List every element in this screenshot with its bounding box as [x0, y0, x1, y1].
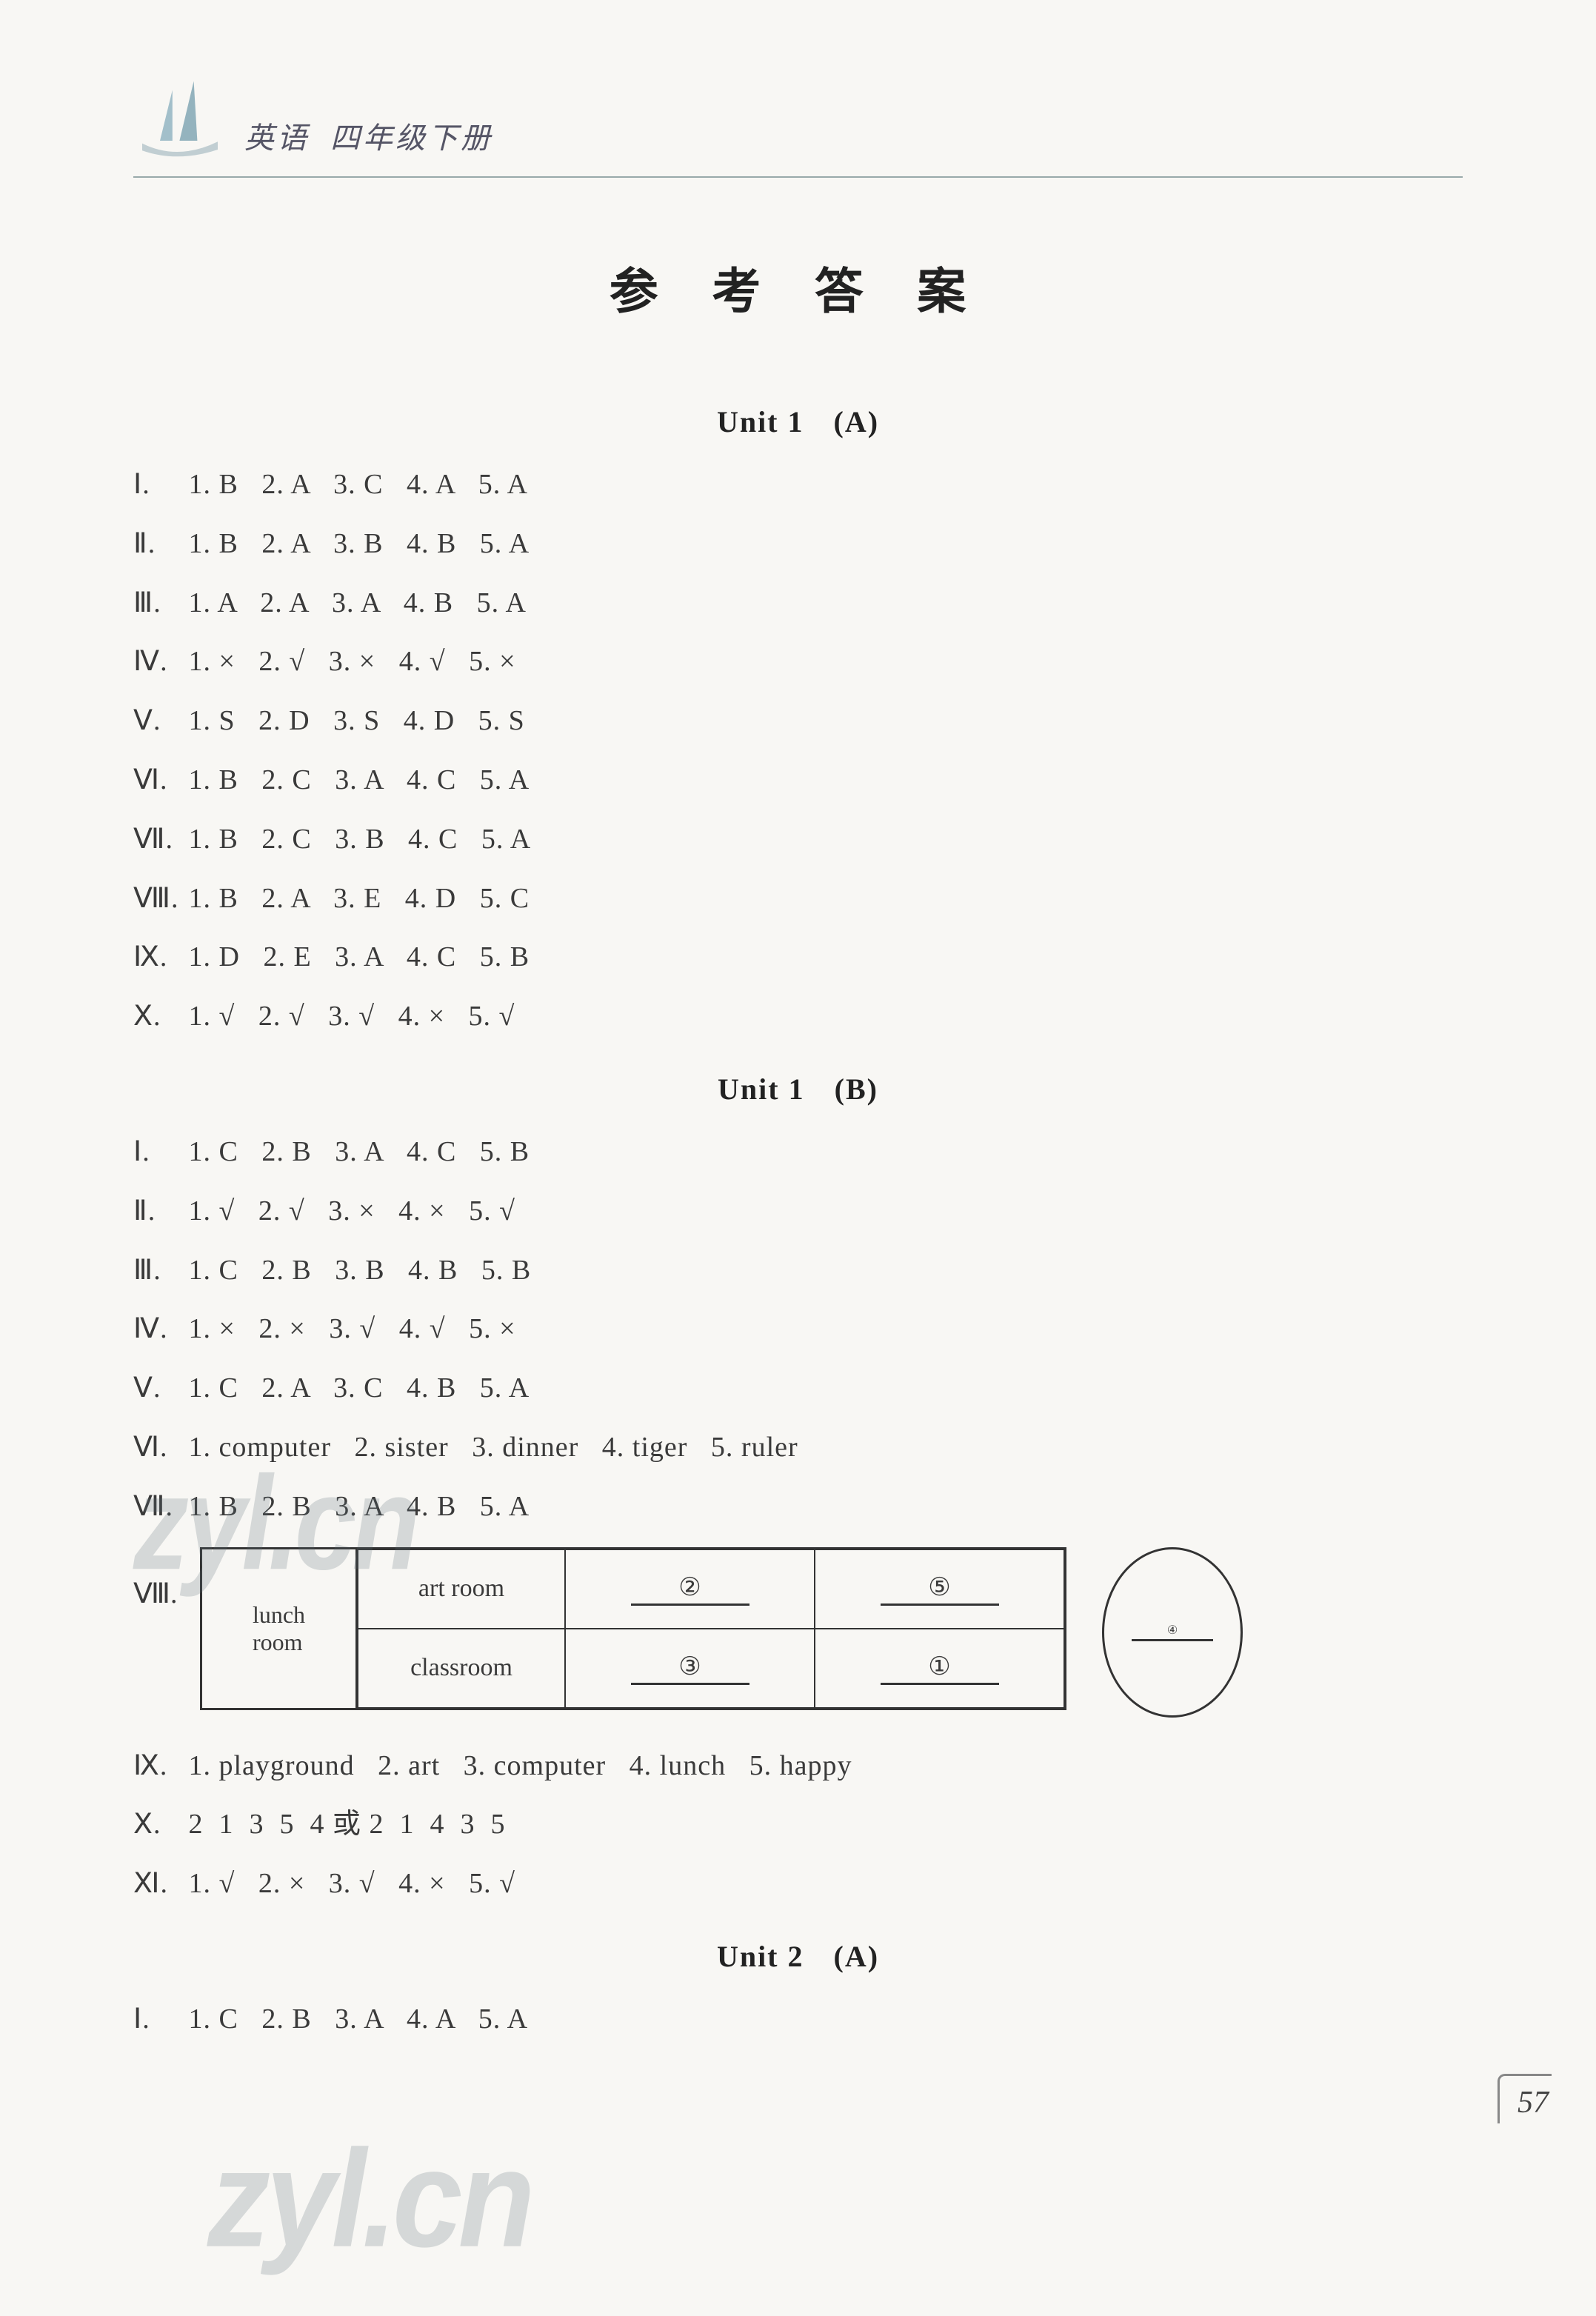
unit-name: Unit 2: [717, 1940, 804, 1973]
sailboat-logo-icon: [133, 74, 222, 163]
roman-numeral: Ⅴ.: [133, 1359, 181, 1418]
roman-numeral: Ⅱ.: [133, 1182, 181, 1241]
lunch-room-box: lunchroom: [200, 1547, 355, 1710]
roman-numeral: Ⅸ.: [133, 1737, 181, 1796]
answer-items: 1. × 2. √ 3. × 4. √ 5. ×: [181, 646, 516, 677]
roman-numeral: Ⅰ.: [133, 1990, 181, 2049]
answer-items: 1. C 2. A 3. C 4. B 5. A: [181, 1372, 530, 1404]
page-number: 57: [1497, 2074, 1552, 2123]
unit-heading: Unit 1 (A): [133, 404, 1463, 439]
answer-line: Ⅲ. 1. A 2. A 3. A 4. B 5. A: [133, 574, 1463, 633]
answer-line: Ⅴ. 1. C 2. A 3. C 4. B 5. A: [133, 1359, 1463, 1418]
answer-line: Ⅸ. 1. D 2. E 3. A 4. C 5. B: [133, 928, 1463, 987]
unit-variant: (B): [835, 1072, 878, 1106]
room-label: art room: [358, 1549, 565, 1629]
roman-numeral: Ⅶ.: [133, 1478, 181, 1537]
answer-items: 1. B 2. A 3. E 4. D 5. C: [181, 883, 530, 914]
roman-numeral: Ⅵ.: [133, 751, 181, 810]
fill-blank: ④: [1132, 1623, 1213, 1641]
roman-numeral: Ⅶ.: [133, 810, 181, 870]
roman-numeral: Ⅸ.: [133, 928, 181, 987]
roman-numeral: Ⅳ.: [133, 633, 181, 692]
answer-line: Ⅶ. 1. B 2. B 3. A 4. B 5. A: [133, 1478, 1463, 1537]
unit-heading: Unit 2 (A): [133, 1939, 1463, 1974]
header-grade: 四年级下册: [330, 121, 493, 155]
fill-blank: ③: [631, 1652, 749, 1685]
answer-line: Ⅹ. 1. √ 2. √ 3. √ 4. × 5. √: [133, 987, 1463, 1047]
answer-items: 2 1 3 5 4 或 2 1 4 3 5: [181, 1809, 506, 1840]
roman-numeral: Ⅰ.: [133, 1123, 181, 1182]
roman-numeral: Ⅹ.: [133, 1795, 181, 1855]
answer-line: Ⅶ. 1. B 2. C 3. B 4. C 5. A: [133, 810, 1463, 870]
unit-name: Unit 1: [717, 405, 804, 438]
answer-items: 1. B 2. C 3. B 4. C 5. A: [181, 824, 531, 855]
answer-line: Ⅰ. 1. B 2. A 3. C 4. A 5. A: [133, 455, 1463, 515]
answer-items: 1. playground 2. art 3. computer 4. lunc…: [181, 1750, 852, 1781]
answer-items: 1. √ 2. √ 3. √ 4. × 5. √: [181, 1001, 515, 1032]
roman-numeral: Ⅲ.: [133, 1241, 181, 1301]
roman-numeral: Ⅴ.: [133, 692, 181, 751]
room-cell: ⑤: [815, 1549, 1064, 1629]
roman-numeral: Ⅳ.: [133, 1300, 181, 1359]
unit-heading: Unit 1 (B): [133, 1072, 1463, 1107]
unit-variant: (A): [834, 405, 880, 438]
unit-variant: (A): [834, 1940, 880, 1973]
answer-line: Ⅱ. 1. √ 2. √ 3. × 4. × 5. √: [133, 1182, 1463, 1241]
room-cell: ①: [815, 1629, 1064, 1708]
answer-line: Ⅵ. 1. computer 2. sister 3. dinner 4. ti…: [133, 1418, 1463, 1478]
answer-items: 1. × 2. × 3. √ 4. √ 5. ×: [181, 1313, 516, 1344]
room-cell: ②: [565, 1549, 815, 1629]
answer-line: Ⅴ. 1. S 2. D 3. S 4. D 5. S: [133, 692, 1463, 751]
answer-items: 1. C 2. B 3. A 4. A 5. A: [181, 2003, 528, 2035]
answer-items: 1. S 2. D 3. S 4. D 5. S: [181, 705, 525, 736]
answer-items: 1. √ 2. √ 3. × 4. × 5. √: [181, 1195, 515, 1227]
answer-items: 1. B 2. A 3. C 4. A 5. A: [181, 469, 528, 500]
answer-items: 1. C 2. B 3. B 4. B 5. B: [181, 1255, 531, 1286]
roman-numeral: Ⅹ.: [133, 987, 181, 1047]
answer-line: Ⅰ. 1. C 2. B 3. A 4. A 5. A: [133, 1990, 1463, 2049]
answer-items: 1. computer 2. sister 3. dinner 4. tiger…: [181, 1432, 798, 1463]
page-title: 参 考 答 案: [133, 252, 1463, 323]
answer-items: 1. √ 2. × 3. √ 4. × 5. √: [181, 1868, 515, 1899]
answer-items: 1. D 2. E 3. A 4. C 5. B: [181, 941, 530, 972]
answer-line: Ⅹ. 2 1 3 5 4 或 2 1 4 3 5: [133, 1795, 1463, 1855]
roman-numeral: Ⅷ.: [133, 1547, 200, 1718]
answer-line: Ⅱ. 1. B 2. A 3. B 4. B 5. A: [133, 515, 1463, 574]
answer-line: Ⅵ. 1. B 2. C 3. A 4. C 5. A: [133, 751, 1463, 810]
oval-room: ④: [1087, 1547, 1258, 1718]
fill-blank: ①: [881, 1652, 999, 1685]
roman-numeral: Ⅲ.: [133, 574, 181, 633]
roman-numeral: Ⅷ.: [133, 870, 181, 929]
answer-items: 1. B 2. B 3. A 4. B 5. A: [181, 1491, 530, 1522]
answer-items: 1. B 2. C 3. A 4. C 5. A: [181, 764, 530, 795]
answer-line: Ⅷ. 1. B 2. A 3. E 4. D 5. C: [133, 870, 1463, 929]
roman-numeral: Ⅰ.: [133, 455, 181, 515]
header-subject: 英语: [244, 121, 310, 155]
answer-line: Ⅳ. 1. × 2. × 3. √ 4. √ 5. ×: [133, 1300, 1463, 1359]
page-header: 英语 四年级下册: [133, 74, 1463, 178]
roman-numeral: Ⅺ.: [133, 1855, 181, 1914]
answer-items: 1. C 2. B 3. A 4. C 5. B: [181, 1136, 530, 1167]
roman-numeral: Ⅱ.: [133, 515, 181, 574]
header-subject-grade: 英语 四年级下册: [244, 114, 493, 163]
answer-line: Ⅳ. 1. × 2. √ 3. × 4. √ 5. ×: [133, 633, 1463, 692]
answer-line: Ⅸ. 1. playground 2. art 3. computer 4. l…: [133, 1737, 1463, 1796]
answer-line: Ⅺ. 1. √ 2. × 3. √ 4. × 5. √: [133, 1855, 1463, 1914]
answer-items: 1. B 2. A 3. B 4. B 5. A: [181, 528, 530, 559]
fill-blank: ②: [631, 1572, 749, 1606]
fill-blank: ⑤: [881, 1572, 999, 1606]
oval-shape: ④: [1102, 1547, 1243, 1718]
answer-items: 1. A 2. A 3. A 4. B 5. A: [181, 587, 527, 618]
answer-line: Ⅰ. 1. C 2. B 3. A 4. C 5. B: [133, 1123, 1463, 1182]
floorplan-diagram: Ⅷ.lunchroomart room ② ⑤ classroom ③ ① ④: [133, 1547, 1463, 1718]
room-label: classroom: [358, 1629, 565, 1708]
roman-numeral: Ⅵ.: [133, 1418, 181, 1478]
room-grid: art room ② ⑤ classroom ③ ①: [355, 1547, 1066, 1710]
answer-line: Ⅲ. 1. C 2. B 3. B 4. B 5. B: [133, 1241, 1463, 1301]
unit-name: Unit 1: [718, 1072, 805, 1106]
room-cell: ③: [565, 1629, 815, 1708]
